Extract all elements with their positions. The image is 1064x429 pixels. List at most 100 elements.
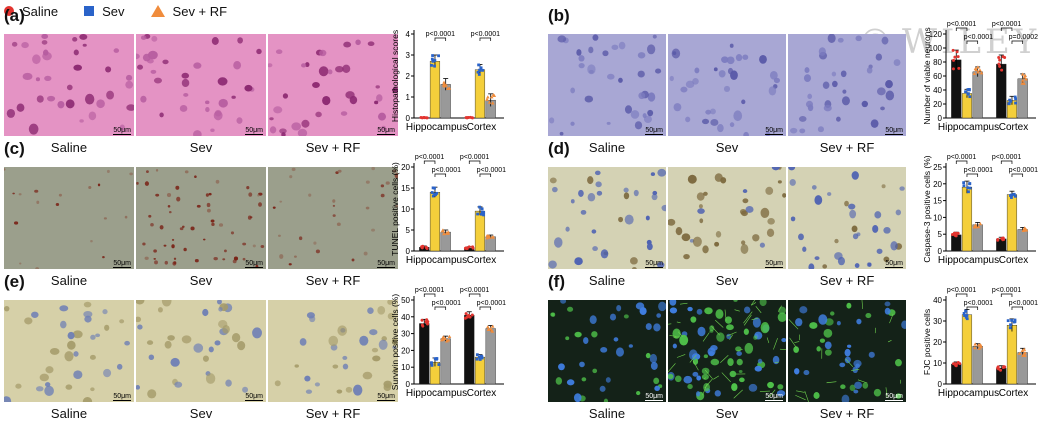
bar (475, 70, 485, 118)
panel-label: (d) (548, 139, 570, 159)
y-axis-label: FJC positive cells (922, 309, 932, 375)
significance-bracket (967, 174, 978, 177)
data-point (953, 56, 956, 59)
data-point (1010, 319, 1013, 322)
y-tick-label: 30 (401, 330, 410, 339)
bar (1007, 195, 1017, 251)
category-label: Cortex (467, 122, 496, 133)
data-point (956, 50, 959, 53)
data-point (478, 206, 481, 209)
significance-bracket (435, 307, 446, 310)
micrograph-caption: Saline (4, 406, 134, 421)
data-point (963, 314, 966, 317)
bar (486, 329, 496, 384)
y-tick-label: 30 (933, 317, 942, 326)
scale-bar: 50μm (765, 260, 783, 267)
p-value-label: p<0.0001 (426, 31, 455, 38)
p-value-label: p<0.0001 (964, 34, 993, 41)
p-value-label: p<0.0001 (992, 21, 1021, 28)
p-value-label: p<0.0001 (964, 300, 993, 307)
micrograph-sev-rf: 50μm (268, 300, 398, 402)
data-point (1009, 326, 1012, 329)
scale-bar: 50μm (645, 127, 663, 134)
category-label: Hippocampus (938, 122, 999, 133)
y-tick-label: 15 (933, 197, 942, 206)
square-marker-icon (84, 6, 94, 16)
y-tick-label: 5 (406, 226, 411, 235)
figure-legend: Saline Sev Sev + RF (4, 2, 253, 20)
y-tick-label: 4 (406, 30, 411, 39)
micrograph-sev-rf: 50μm (788, 300, 906, 402)
panel-label: (a) (4, 6, 25, 26)
data-point (433, 187, 436, 190)
y-tick-label: 2 (406, 72, 411, 81)
micrograph-caption: Sev + RF (788, 406, 906, 421)
data-point (476, 213, 479, 216)
p-value-label: p<0.0001 (415, 287, 444, 294)
data-point (420, 246, 423, 249)
legend-item-sev: Sev (84, 4, 124, 19)
data-point (481, 69, 484, 72)
micrograph-caption: Sev (136, 406, 266, 421)
category-label: Cortex (467, 255, 496, 266)
data-point (426, 247, 429, 250)
data-point (1002, 55, 1005, 58)
y-axis-label: TUNEL positive cells (%) (390, 162, 400, 256)
bar (962, 315, 972, 384)
y-tick-label: 5 (938, 230, 943, 239)
data-point (1009, 100, 1012, 103)
bar (1007, 325, 1017, 384)
data-point (469, 316, 472, 319)
panel-label: (b) (548, 6, 570, 26)
p-value-label: p<0.0001 (1009, 167, 1038, 174)
legend-label: Sev (102, 4, 124, 19)
data-point (433, 65, 436, 68)
data-point (437, 54, 440, 57)
data-point (1014, 97, 1017, 100)
micrograph-caption: Sev (668, 273, 786, 288)
data-point (1009, 323, 1012, 326)
bar (430, 192, 440, 251)
significance-bracket (1001, 161, 1012, 164)
scale-bar: 50μm (113, 127, 131, 134)
data-point (431, 58, 434, 61)
p-value-label: p<0.0001 (1009, 300, 1038, 307)
data-point (426, 320, 429, 323)
panel-label: (c) (4, 139, 25, 159)
data-point (996, 238, 999, 241)
legend-item-sev-rf: Sev + RF (151, 4, 228, 19)
p-value-label: p<0.0001 (432, 300, 461, 307)
bar (464, 315, 474, 384)
data-point (1008, 102, 1011, 105)
y-tick-label: 40 (401, 313, 410, 322)
bar (1018, 353, 1028, 385)
significance-bracket (424, 294, 435, 297)
y-tick-label: 20 (933, 338, 942, 347)
data-point (954, 362, 957, 365)
p-value-label: p<0.0001 (460, 154, 489, 161)
data-point (421, 319, 424, 322)
micrograph-saline: 50μm (548, 34, 666, 136)
micrograph-sev-rf: 50μm (788, 167, 906, 269)
data-point (433, 59, 436, 62)
data-point (997, 56, 1000, 59)
panel-label: (e) (4, 272, 25, 292)
scale-bar: 50μm (245, 127, 263, 134)
scale-bar: 50μm (765, 127, 783, 134)
data-point (999, 369, 1002, 372)
y-tick-label: 10 (933, 359, 942, 368)
p-value-label: p<0.0001 (992, 287, 1021, 294)
bar (973, 346, 983, 384)
significance-bracket (967, 41, 978, 44)
significance-bracket (1001, 28, 1012, 31)
data-point (957, 55, 960, 58)
data-point (1001, 238, 1004, 241)
y-axis-label: Caspase-3 positive cells (%) (922, 155, 932, 262)
data-point (1014, 319, 1017, 322)
significance-bracket (480, 38, 491, 41)
micrograph-sev: 50μm (668, 300, 786, 402)
micrograph-caption: Sev + RF (788, 140, 906, 155)
data-point (957, 67, 960, 70)
